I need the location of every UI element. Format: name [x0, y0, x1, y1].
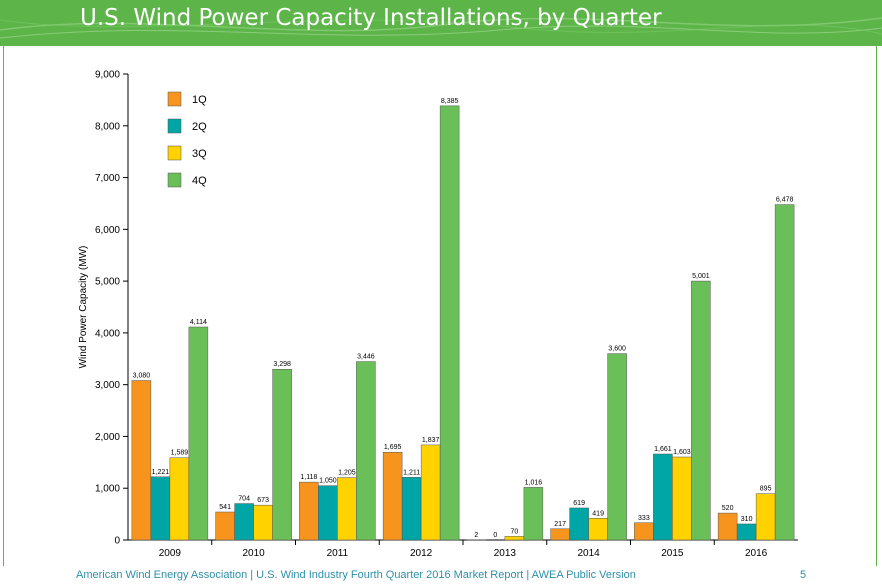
- x-tick-label: 2009: [159, 548, 182, 559]
- bar-2Q-2009: [150, 476, 171, 541]
- bar-3Q-2015: [672, 456, 692, 541]
- x-tick-label: 2012: [410, 548, 433, 559]
- bar-3Q-2012: [420, 444, 441, 541]
- bar-1Q-2016: [717, 512, 738, 541]
- page-title: U.S. Wind Power Capacity Installations, …: [80, 5, 662, 31]
- data-label: 0: [493, 532, 497, 539]
- bar-2Q-2014: [569, 507, 589, 541]
- data-label: 619: [573, 500, 585, 507]
- bar-4Q-2009: [188, 326, 209, 541]
- data-label: 1,050: [319, 478, 337, 485]
- data-label: 1,221: [152, 469, 170, 476]
- data-label: 1,118: [300, 474, 317, 481]
- bar-2Q-2016: [736, 523, 757, 541]
- bar-3Q-2013: [504, 536, 525, 541]
- data-label: 1,211: [403, 469, 420, 476]
- x-tick-label: 2014: [578, 548, 601, 559]
- y-axis-label: Wind Power Capacity (MW): [78, 246, 89, 369]
- legend-label-2Q: 2Q: [192, 121, 207, 133]
- data-label: 704: [238, 496, 250, 503]
- bar-1Q-2014: [550, 528, 570, 541]
- bar-3Q-2011: [337, 477, 357, 541]
- y-tick-label: 8,000: [95, 121, 120, 132]
- footer-text: American Wind Energy Association | U.S. …: [76, 569, 636, 581]
- data-label: 333: [638, 515, 650, 522]
- bar-2Q-2010: [234, 503, 254, 541]
- bar-4Q-2015: [691, 280, 711, 541]
- data-label: 1,016: [525, 479, 543, 486]
- bar-2Q-2012: [401, 477, 422, 541]
- bar-3Q-2014: [588, 518, 608, 541]
- bar-1Q-2012: [382, 451, 403, 541]
- data-label: 1,603: [673, 449, 691, 456]
- data-label: 8,385: [441, 98, 459, 105]
- data-label: 6,478: [776, 197, 794, 204]
- y-tick-label: 0: [114, 536, 120, 547]
- data-label: 4,114: [190, 319, 207, 326]
- y-tick-label: 1,000: [95, 484, 120, 495]
- bar-1Q-2011: [299, 481, 319, 541]
- data-label: 520: [722, 505, 734, 512]
- data-label: 1,837: [422, 437, 440, 444]
- y-tick-label: 7,000: [95, 173, 120, 184]
- y-tick-label: 2,000: [95, 432, 120, 443]
- header-banner: U.S. Wind Power Capacity Installations, …: [0, 0, 882, 46]
- bar-1Q-2009: [131, 380, 152, 541]
- legend-swatch-1Q: [167, 91, 182, 107]
- x-tick-label: 2011: [327, 548, 349, 559]
- data-label: 3,080: [133, 373, 151, 380]
- bar-1Q-2015: [634, 522, 654, 541]
- bar-1Q-2010: [215, 511, 235, 541]
- bar-4Q-2011: [356, 361, 376, 541]
- y-tick-label: 3,000: [95, 380, 120, 391]
- bar-3Q-2009: [169, 457, 190, 541]
- y-tick-label: 5,000: [95, 277, 120, 288]
- x-tick-label: 2016: [745, 548, 768, 559]
- bar-4Q-2016: [774, 204, 795, 541]
- data-label: 2: [474, 532, 478, 539]
- data-label: 3,600: [608, 346, 626, 353]
- data-label: 3,446: [357, 354, 375, 361]
- bar-4Q-2010: [272, 368, 292, 541]
- bar-2Q-2011: [318, 485, 338, 541]
- right-border-rule: [876, 46, 877, 566]
- data-label: 541: [219, 504, 231, 511]
- data-label: 895: [760, 486, 772, 493]
- bar-3Q-2016: [755, 493, 776, 541]
- data-label: 1,661: [654, 446, 672, 453]
- data-label: 217: [554, 521, 566, 528]
- bar-4Q-2014: [607, 353, 627, 541]
- bar-chart: 0 1,000 2,000 3,000 4,000 5,000 6,000 7,000 8,00…: [78, 70, 798, 559]
- x-tick-label: 2013: [494, 548, 517, 559]
- x-tick-label: 2015: [661, 548, 684, 559]
- data-label: 1,695: [384, 444, 402, 451]
- data-label: 673: [257, 497, 269, 504]
- bar-2Q-2015: [653, 453, 673, 541]
- data-label: 5,001: [692, 273, 710, 280]
- left-border-rule: [3, 46, 4, 566]
- data-label: 1,589: [171, 450, 189, 457]
- data-label: 1,205: [338, 470, 356, 477]
- data-label: 3,298: [273, 361, 291, 368]
- legend-swatch-2Q: [167, 118, 182, 134]
- header-wave-decoration: [0, 17, 882, 39]
- data-label: 70: [510, 528, 518, 535]
- y-tick-label: 4,000: [95, 328, 120, 339]
- x-tick-label: 2010: [243, 548, 266, 559]
- footer: American Wind Energy Association | U.S. …: [0, 566, 882, 587]
- legend-swatch-3Q: [167, 145, 182, 161]
- bar-4Q-2012: [439, 105, 460, 541]
- legend-swatch-4Q: [167, 172, 182, 188]
- y-tick-label: 6,000: [95, 225, 120, 236]
- data-label: 310: [741, 516, 753, 523]
- bar-3Q-2010: [253, 504, 273, 541]
- y-tick-label: 9,000: [95, 70, 120, 81]
- bar-4Q-2013: [523, 487, 544, 541]
- page-number: 5: [800, 569, 807, 581]
- legend-label-3Q: 3Q: [192, 148, 207, 160]
- legend-label-1Q: 1Q: [192, 94, 207, 106]
- legend-label-4Q: 4Q: [192, 175, 207, 187]
- data-label: 419: [592, 510, 604, 517]
